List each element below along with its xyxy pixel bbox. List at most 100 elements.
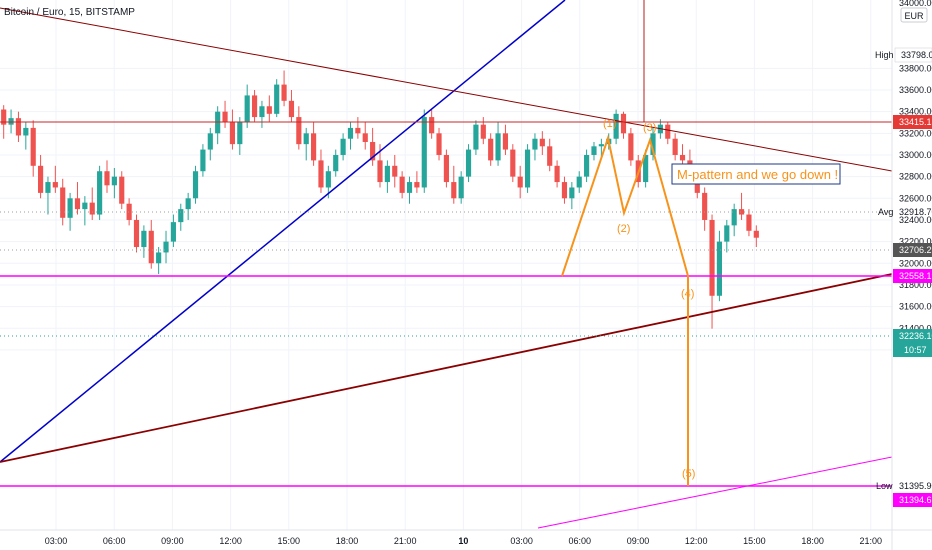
candle <box>237 117 243 155</box>
candle <box>576 171 582 193</box>
candle-body <box>119 176 125 204</box>
candle-body <box>163 241 169 253</box>
candle <box>185 192 191 220</box>
price-tick-label: 33000.00 <box>899 150 932 160</box>
candle-body <box>15 118 22 136</box>
candle <box>244 84 250 128</box>
candle <box>672 133 678 161</box>
candle <box>251 90 258 123</box>
wave-label-1: (1) <box>603 118 616 130</box>
candle-body <box>23 127 29 136</box>
candles <box>1 70 759 329</box>
avg-label: Avg <box>878 207 893 217</box>
candle-body <box>192 171 199 199</box>
candle-body <box>126 203 132 220</box>
last-price-bg <box>893 329 932 343</box>
currency-box[interactable] <box>900 7 928 23</box>
price-tick-label: 31600.00 <box>899 302 932 312</box>
candle <box>148 219 154 269</box>
price-tick-label: 31800.00 <box>899 280 932 290</box>
candle <box>392 154 398 188</box>
candle <box>724 219 730 253</box>
candle <box>458 171 464 204</box>
level-price: 32706.29 <box>899 245 932 255</box>
candle-body <box>377 160 383 183</box>
candle-body <box>643 154 649 183</box>
candle-body <box>133 219 140 248</box>
blue-trendline[interactable] <box>0 0 566 463</box>
candle-body <box>517 176 523 188</box>
candle <box>679 144 686 166</box>
candle-body <box>362 133 368 142</box>
candle-body <box>480 124 486 139</box>
candle <box>38 154 44 199</box>
candle <box>288 90 295 123</box>
candle-body <box>288 100 295 118</box>
time-tick-label: 03:00 <box>45 536 68 546</box>
candle-body <box>399 176 405 193</box>
candle <box>141 225 147 258</box>
wave-label-5: (5) <box>682 468 695 480</box>
candle <box>628 127 634 166</box>
candle-body <box>141 230 147 248</box>
candle-body <box>429 117 435 134</box>
candle <box>104 160 110 193</box>
candle <box>200 144 206 177</box>
time-tick-label: 12:00 <box>219 536 242 546</box>
wave-label-4: (4) <box>681 288 694 300</box>
resistance-price: 33415.13 <box>899 117 932 127</box>
candle <box>547 138 553 172</box>
candle <box>753 225 759 248</box>
candle <box>311 122 317 166</box>
candle <box>436 127 442 161</box>
candle <box>561 176 568 204</box>
time-tick-label: 06:00 <box>103 536 126 546</box>
candle-body <box>679 154 686 161</box>
candle <box>74 182 81 215</box>
candle-body <box>709 219 715 296</box>
price-tick-label: 31400.00 <box>899 323 932 333</box>
candle <box>52 165 58 193</box>
candle <box>591 141 597 161</box>
candle <box>82 196 88 226</box>
candle-body <box>414 182 420 188</box>
candle-body <box>370 141 376 161</box>
candle <box>89 187 95 220</box>
candle-body <box>45 182 51 193</box>
annotation-box[interactable] <box>671 163 841 185</box>
lower-magenta-trendline[interactable] <box>537 456 893 529</box>
candle-body <box>443 154 449 183</box>
lower-ascending-trendline[interactable] <box>0 273 893 463</box>
candle-body <box>8 118 14 125</box>
high-label: High <box>875 50 894 60</box>
price-tick-label: 33600.00 <box>899 85 932 95</box>
candle-body <box>222 111 228 123</box>
candle <box>569 182 575 210</box>
candle-body <box>244 95 250 123</box>
candle-body <box>554 165 560 183</box>
candle-body <box>524 149 531 188</box>
m-pattern-path[interactable] <box>561 134 689 486</box>
price-axis[interactable] <box>892 0 932 530</box>
candle-body <box>355 127 361 134</box>
low-value: 31395.90 <box>899 481 932 491</box>
candle-body <box>620 113 627 134</box>
candle-body <box>672 138 678 155</box>
candle <box>333 149 339 177</box>
upper-descending-trendline[interactable] <box>0 7 893 172</box>
candle <box>443 149 449 188</box>
candle-body <box>392 165 398 177</box>
candle <box>716 230 722 302</box>
candle <box>414 171 420 193</box>
candle <box>731 203 737 237</box>
wave-label-3: (3) <box>643 122 656 134</box>
candle <box>620 111 627 139</box>
candle <box>517 165 523 199</box>
candle-body <box>569 187 575 199</box>
candle-body <box>170 222 176 242</box>
candle <box>229 109 236 150</box>
time-tick-label: 21:00 <box>860 536 883 546</box>
candle <box>192 165 199 204</box>
